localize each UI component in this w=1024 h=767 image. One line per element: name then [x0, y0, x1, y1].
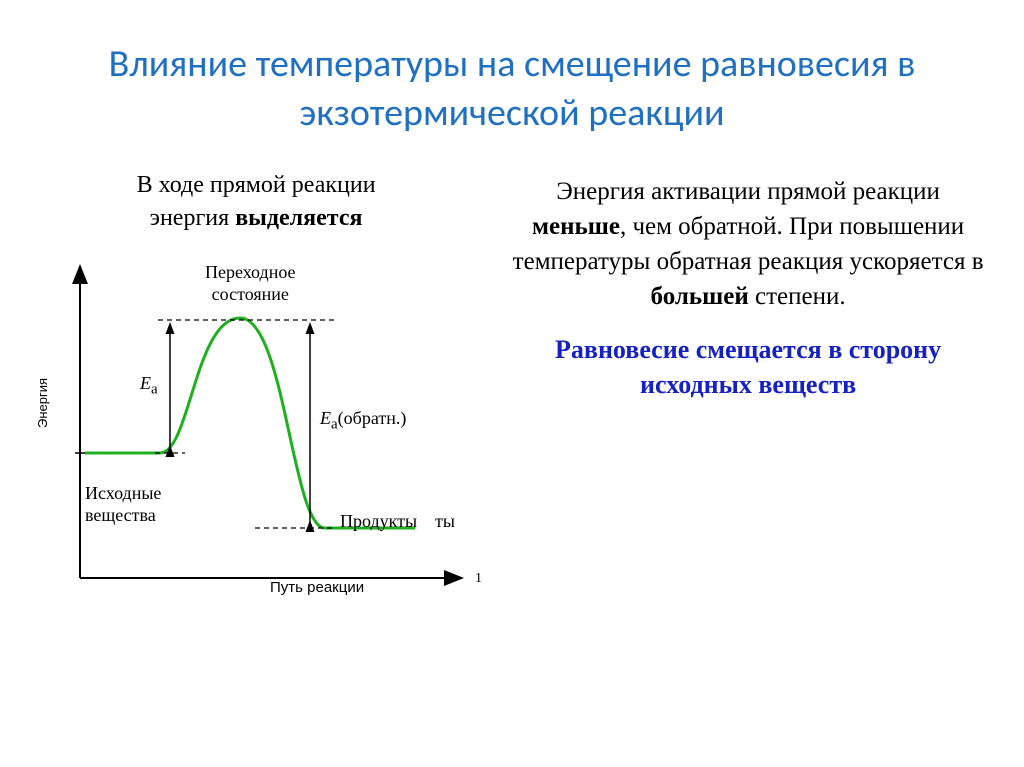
paragraph-bold-span: большей — [651, 283, 749, 310]
ea-rev-suffix: (обратн.) — [338, 408, 407, 428]
paragraph-span: степени. — [749, 283, 846, 310]
conclusion-text: Равновесие смещается в сторону исходных … — [512, 332, 984, 402]
caption-line1: В ходе прямой реакции — [137, 172, 376, 198]
caption-line2-bold: выделяется — [235, 205, 362, 231]
label-ea-forward: Eа — [140, 373, 158, 399]
label-ea-reverse: Eа(обратн.) — [320, 408, 406, 434]
stray-ty: ты — [435, 511, 455, 533]
left-column: В ходе прямой реакции энергия выделяется — [30, 169, 482, 608]
energy-diagram: Энергия Путь реакции Переходное состояни… — [40, 248, 480, 608]
label-transition-state: Переходное состояние — [205, 262, 296, 305]
label-reactants: Исходные вещества — [85, 483, 161, 526]
y-axis-label: Энергия — [35, 378, 50, 428]
ea-fwd-E: E — [140, 373, 151, 393]
ea-rev-E: E — [320, 408, 331, 428]
transition-l1: Переходное — [205, 262, 296, 282]
ea-fwd-sub: а — [151, 382, 158, 398]
paragraph-span: Энергия активации прямой реакции — [556, 178, 940, 205]
transition-l2: состояние — [212, 284, 289, 304]
label-products: Продукты — [340, 511, 417, 533]
x-axis-label: Путь реакции — [270, 579, 364, 596]
right-column: Энергия активации прямой реакции меньше,… — [512, 169, 984, 608]
stray-one: 1 — [475, 571, 482, 588]
reactants-l1: Исходные — [85, 483, 161, 503]
paragraph-bold-span: меньше — [532, 213, 620, 240]
reactants-l2: вещества — [85, 505, 156, 525]
content-area: В ходе прямой реакции энергия выделяется — [0, 149, 1024, 608]
ea-rev-sub: а — [331, 417, 338, 433]
slide-title: Влияние температуры на смещение равновес… — [0, 0, 1024, 149]
caption-line2-prefix: энергия — [150, 205, 236, 231]
right-paragraph: Энергия активации прямой реакции меньше,… — [512, 174, 984, 314]
energy-caption: В ходе прямой реакции энергия выделяется — [30, 169, 482, 236]
